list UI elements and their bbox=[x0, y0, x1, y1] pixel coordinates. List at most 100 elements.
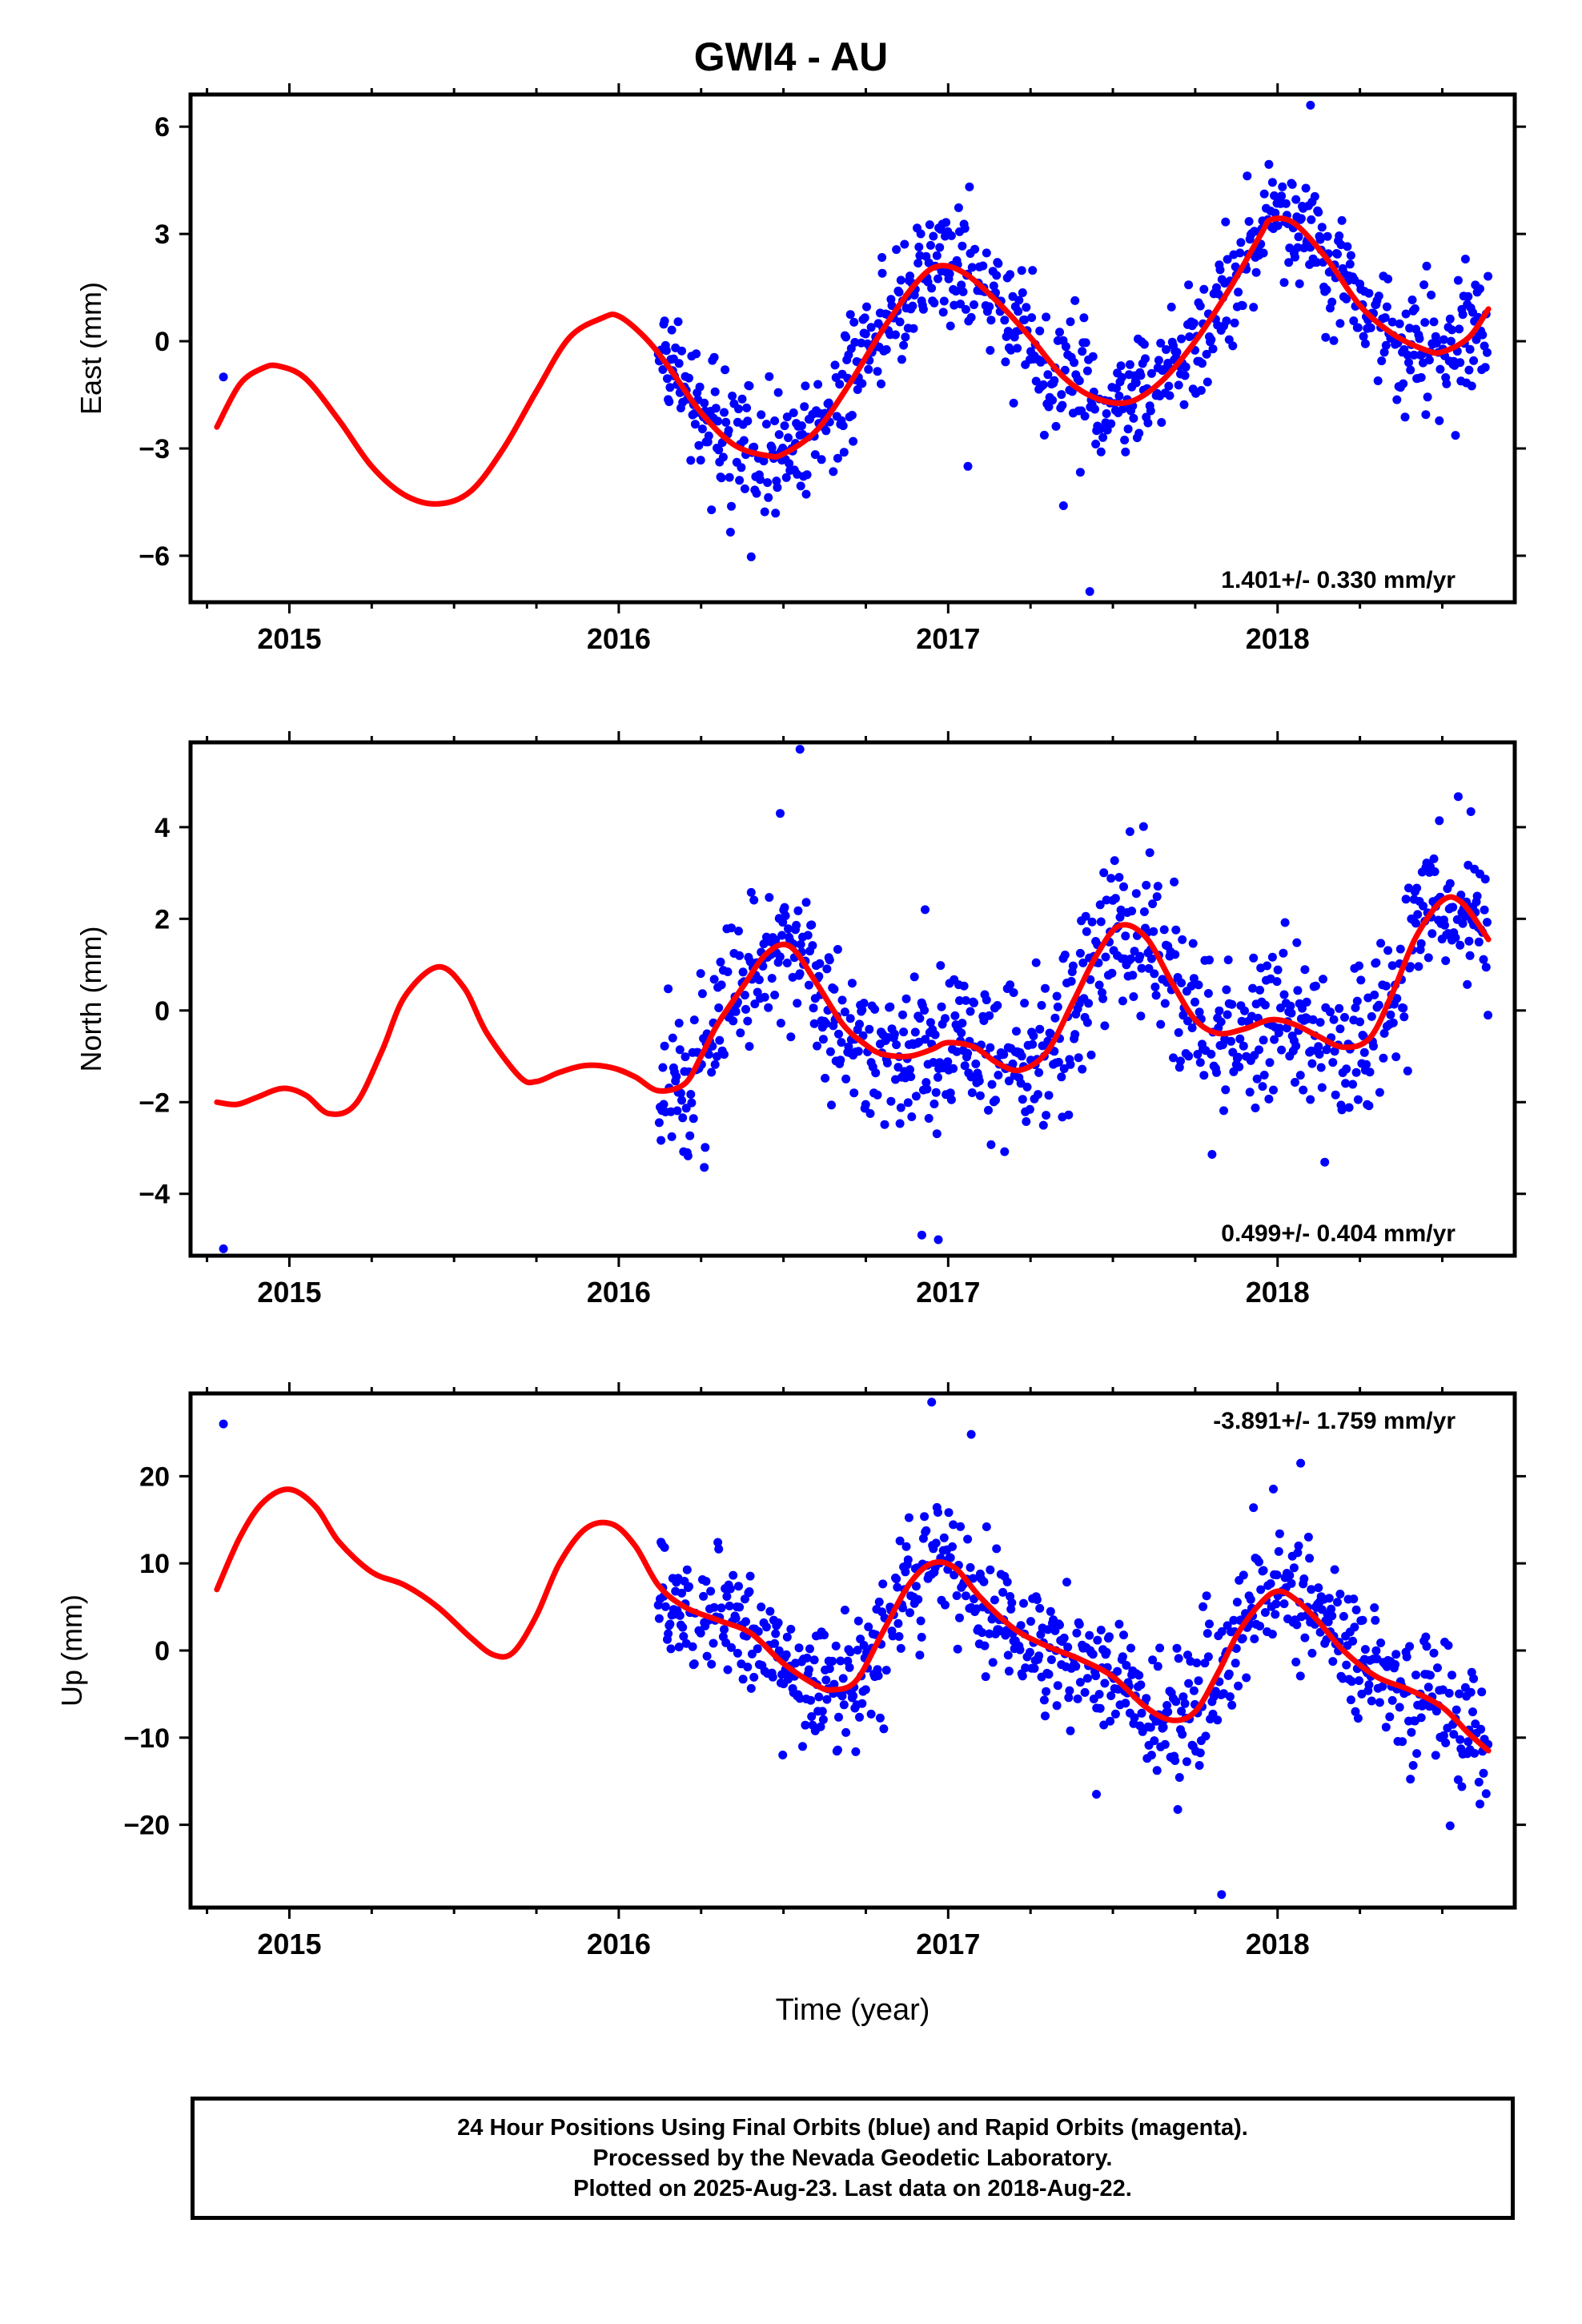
chart-marks bbox=[214, 100, 1493, 597]
data-point bbox=[1160, 999, 1170, 1008]
data-point bbox=[1110, 894, 1120, 903]
data-point bbox=[1164, 381, 1174, 391]
data-point bbox=[1419, 901, 1427, 911]
data-point bbox=[917, 1632, 926, 1642]
data-point bbox=[1245, 1088, 1255, 1097]
data-point bbox=[979, 1577, 989, 1586]
data-point bbox=[674, 359, 684, 368]
data-point bbox=[656, 1136, 666, 1145]
data-point bbox=[946, 321, 955, 331]
data-point bbox=[925, 220, 934, 230]
data-point bbox=[666, 1644, 676, 1654]
data-point bbox=[1034, 1068, 1044, 1077]
data-point bbox=[1052, 991, 1062, 1001]
data-point bbox=[1174, 1027, 1183, 1037]
data-point bbox=[745, 1587, 754, 1596]
data-point bbox=[1435, 416, 1444, 425]
data-point bbox=[1314, 207, 1323, 217]
data-point bbox=[1129, 992, 1138, 1001]
data-point bbox=[725, 528, 735, 537]
data-point bbox=[696, 1628, 705, 1638]
data-point bbox=[1364, 1680, 1374, 1690]
data-point bbox=[675, 1610, 685, 1620]
data-point bbox=[897, 355, 906, 364]
data-point bbox=[1315, 1018, 1325, 1027]
data-point bbox=[809, 1019, 819, 1028]
data-point bbox=[861, 1685, 870, 1695]
data-point bbox=[1006, 980, 1015, 990]
data-point bbox=[931, 1538, 941, 1548]
data-point bbox=[716, 957, 725, 967]
data-point bbox=[1088, 1650, 1098, 1659]
data-point bbox=[774, 430, 784, 440]
y-tick-label: −20 bbox=[123, 1811, 170, 1841]
data-point bbox=[1258, 1082, 1267, 1092]
data-point bbox=[781, 1650, 791, 1659]
data-point bbox=[685, 373, 693, 383]
data-point bbox=[1484, 1011, 1493, 1020]
data-point bbox=[853, 1646, 862, 1655]
data-point bbox=[1225, 1692, 1235, 1702]
data-point bbox=[760, 992, 769, 1002]
chart-marks bbox=[214, 1397, 1493, 1900]
data-point bbox=[1355, 961, 1363, 971]
data-point bbox=[1068, 961, 1078, 971]
data-point bbox=[829, 467, 838, 476]
data-point bbox=[660, 1041, 669, 1051]
data-point bbox=[1359, 1047, 1369, 1057]
data-point bbox=[1181, 362, 1191, 372]
data-point bbox=[1474, 1777, 1484, 1787]
data-point bbox=[1153, 1662, 1162, 1671]
data-point bbox=[1098, 994, 1108, 1003]
data-point bbox=[1152, 1766, 1162, 1775]
data-point bbox=[1399, 1003, 1408, 1013]
data-point bbox=[957, 1028, 966, 1038]
data-point bbox=[1249, 953, 1259, 963]
data-point bbox=[959, 981, 969, 991]
data-point bbox=[881, 1666, 891, 1675]
data-point bbox=[1052, 1701, 1062, 1711]
data-point bbox=[1034, 1651, 1044, 1661]
data-point bbox=[767, 974, 777, 983]
data-point bbox=[1170, 877, 1179, 887]
data-point bbox=[1442, 379, 1452, 388]
data-point bbox=[1177, 1707, 1186, 1716]
data-point bbox=[1121, 1699, 1130, 1708]
data-point bbox=[1113, 1667, 1122, 1676]
data-point bbox=[834, 1029, 843, 1039]
data-point bbox=[667, 1132, 677, 1141]
data-point bbox=[739, 436, 749, 445]
data-point bbox=[1090, 404, 1099, 414]
data-point bbox=[773, 388, 783, 397]
data-point bbox=[893, 1063, 903, 1072]
data-point bbox=[784, 433, 793, 443]
data-point bbox=[1074, 1619, 1084, 1629]
model-curve bbox=[214, 1486, 1492, 1754]
data-point bbox=[1088, 352, 1098, 361]
data-point bbox=[1340, 1012, 1349, 1022]
data-point bbox=[1060, 951, 1070, 959]
data-point bbox=[994, 1071, 1003, 1080]
data-point bbox=[1439, 1731, 1448, 1740]
data-point bbox=[1360, 339, 1370, 348]
data-point bbox=[1403, 1066, 1412, 1076]
data-point bbox=[1466, 1687, 1476, 1697]
data-point bbox=[810, 450, 820, 460]
data-point bbox=[1410, 304, 1419, 313]
velocity-label: 1.401+/- 0.330 mm/yr bbox=[1221, 567, 1456, 593]
data-point bbox=[1159, 925, 1169, 935]
data-point bbox=[901, 332, 910, 342]
y-axis-label: North (mm) bbox=[74, 927, 107, 1072]
data-point bbox=[921, 1078, 931, 1088]
data-point bbox=[963, 1534, 973, 1544]
y-tick-label: 0 bbox=[155, 327, 170, 357]
x-tick-label: 2018 bbox=[1246, 1276, 1310, 1309]
data-point bbox=[808, 941, 817, 951]
data-point bbox=[1272, 977, 1282, 987]
data-point bbox=[1388, 1018, 1398, 1027]
data-point bbox=[1347, 1677, 1356, 1687]
data-point bbox=[804, 1665, 813, 1675]
data-point bbox=[1476, 1724, 1486, 1734]
data-point bbox=[1009, 398, 1018, 408]
data-point bbox=[1293, 1548, 1303, 1558]
